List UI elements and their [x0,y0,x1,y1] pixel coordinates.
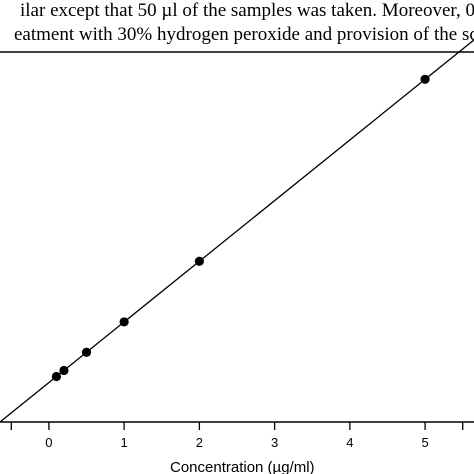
x-tick-label-0: 0 [45,435,52,450]
x-tick-label-3: 3 [271,435,278,450]
data-point-6 [420,74,430,84]
data-point-4 [119,317,129,327]
data-point-2 [59,365,69,376]
x-tick-label-5: 5 [421,435,428,450]
x-axis-title: Concentration (µg/ml) [170,459,315,474]
caption-line-1: ilar except that 50 µl of the samples wa… [20,0,474,21]
fit-line [0,39,474,423]
x-tick-label-2: 2 [196,435,203,450]
data-point-1 [51,371,62,382]
x-tick-label-1: 1 [121,435,128,450]
caption-line-2: eatment with 30% hydrogen peroxide and p… [14,24,474,45]
data-point-3 [81,347,92,357]
data-point-5 [194,256,204,266]
x-tick-label-4: 4 [346,435,353,450]
